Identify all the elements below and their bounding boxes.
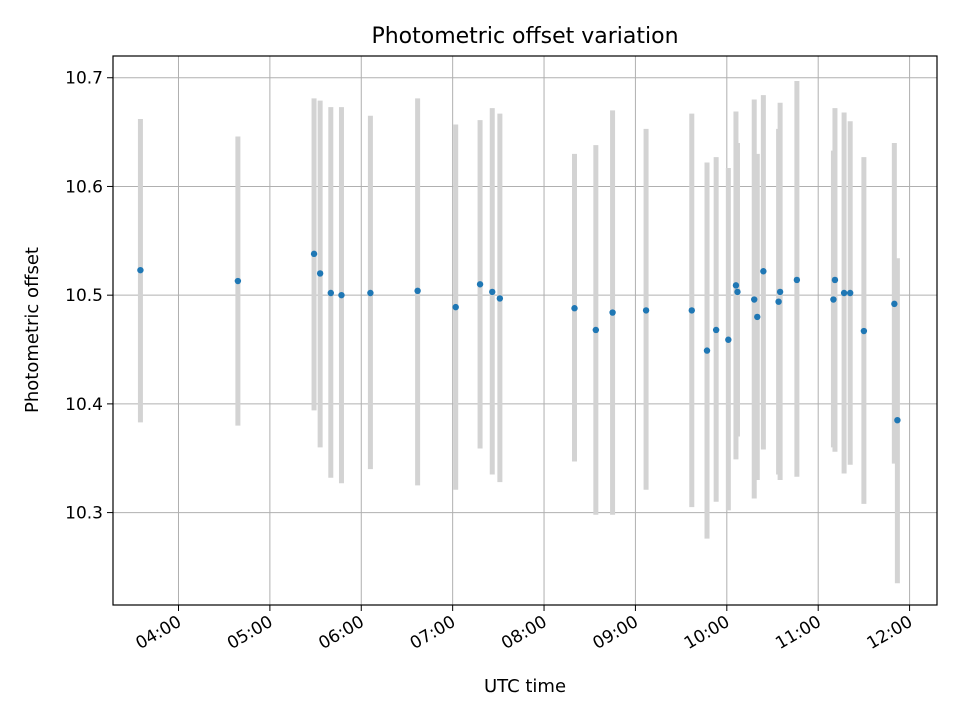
data-point [793, 276, 801, 284]
data-point [316, 270, 324, 277]
data-point [725, 336, 732, 343]
x-tick-label: 09:00 [589, 612, 641, 654]
data-point [732, 282, 740, 289]
chart-title: Photometric offset variation [371, 24, 678, 49]
data-point [688, 307, 695, 314]
x-axis-ticks: 04:00 05:00 06:00 07:00 08:00 09:00 10:00 11:00… [133, 605, 916, 654]
data-point [734, 288, 741, 296]
data-point [860, 327, 868, 335]
data-point [776, 288, 784, 296]
x-tick-label: 11:00 [772, 612, 824, 654]
data-point [891, 300, 898, 308]
y-tick-label: 10.4 [65, 395, 103, 415]
data-point [642, 307, 650, 314]
data-point [751, 296, 758, 303]
data-point [327, 289, 335, 297]
data-point [609, 309, 616, 316]
x-tick-label: 04:00 [133, 612, 185, 654]
y-tick-label: 10.3 [65, 504, 103, 524]
data-point [754, 313, 761, 321]
data-point [760, 268, 767, 275]
y-axis-ticks: 10.3 10.4 10.5 10.6 10.7 [65, 69, 113, 524]
data-point [592, 326, 600, 334]
x-tick-label: 12:00 [864, 612, 916, 654]
plot-frame [112, 55, 938, 606]
x-axis-label: UTC time [484, 676, 566, 697]
y-tick-label: 10.6 [65, 177, 103, 197]
data-point [496, 295, 504, 302]
data-point [703, 347, 711, 354]
data-point [310, 250, 318, 258]
data-point [775, 298, 782, 305]
data-point [840, 289, 848, 297]
data-point [414, 287, 421, 295]
x-tick-label: 10:00 [681, 612, 733, 654]
data-point [338, 291, 345, 299]
data-point [452, 303, 459, 311]
y-tick-label: 10.7 [65, 69, 103, 89]
x-tick-label: 07:00 [407, 612, 459, 654]
grid-lines [113, 56, 937, 605]
y-axis-label: Photometric offset [22, 247, 43, 413]
data-point [894, 416, 901, 424]
x-tick-label: 06:00 [315, 612, 367, 654]
data-point [831, 276, 839, 284]
data-points [137, 250, 901, 424]
x-tick-label: 08:00 [498, 612, 550, 654]
data-point [830, 296, 837, 303]
error-bars [137, 81, 900, 584]
data-point [489, 288, 496, 296]
data-point [712, 326, 720, 334]
data-point [846, 289, 854, 297]
x-tick-label: 05:00 [224, 612, 276, 654]
data-point [137, 266, 144, 274]
data-point [571, 305, 578, 312]
data-point [367, 289, 374, 297]
data-point [234, 277, 242, 285]
y-tick-label: 10.5 [65, 286, 103, 306]
data-point [476, 281, 484, 288]
